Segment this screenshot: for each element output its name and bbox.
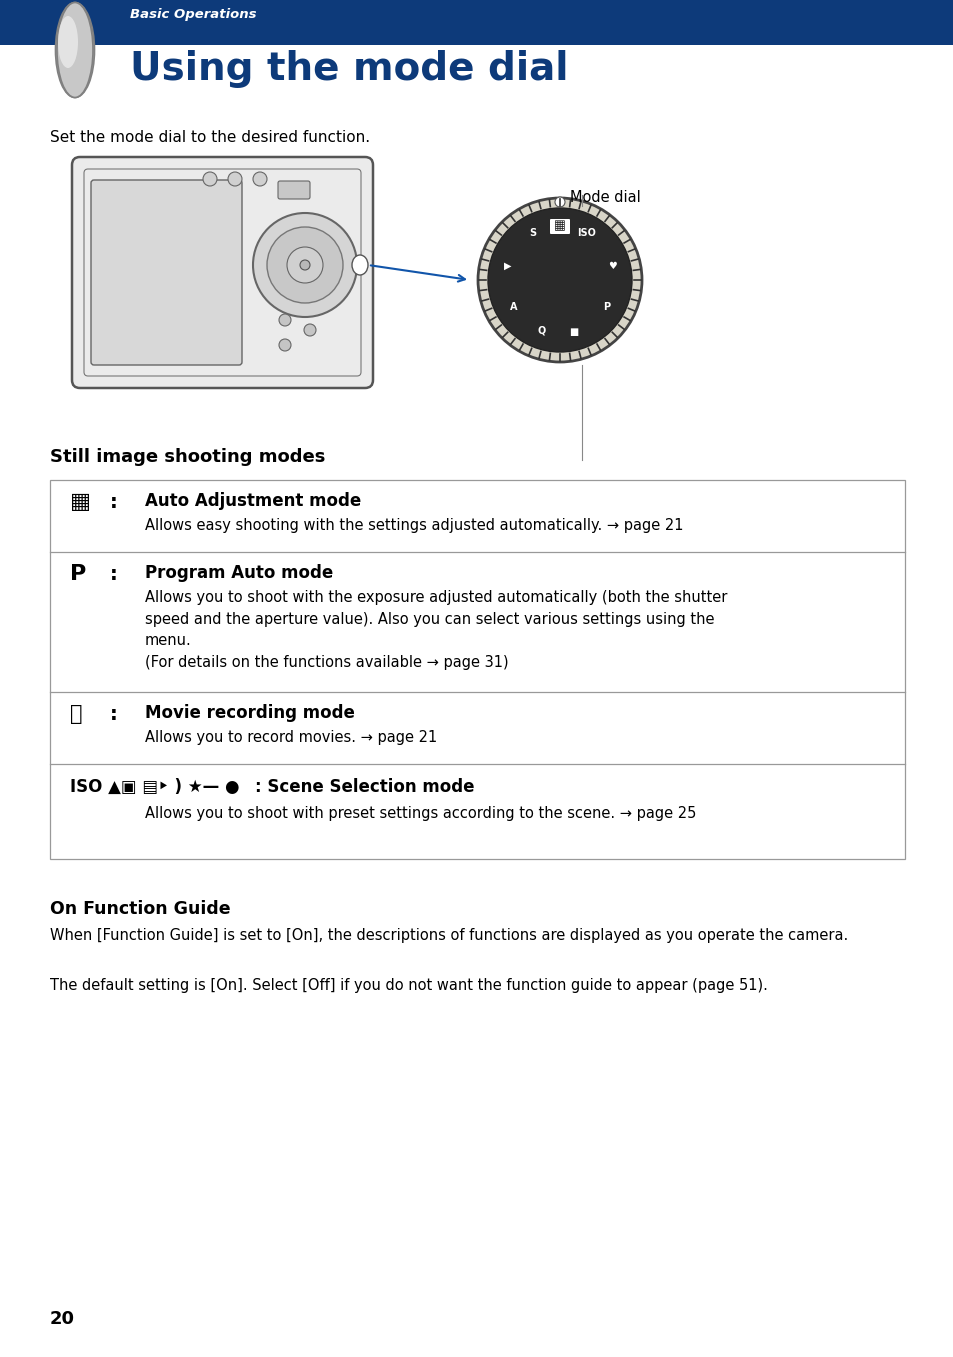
Text: :: : bbox=[110, 706, 117, 725]
Ellipse shape bbox=[352, 255, 368, 275]
Circle shape bbox=[287, 247, 323, 284]
Text: Mode dial: Mode dial bbox=[569, 190, 640, 205]
Text: Program Auto mode: Program Auto mode bbox=[145, 565, 333, 582]
Text: 20: 20 bbox=[50, 1310, 75, 1329]
Circle shape bbox=[253, 213, 356, 318]
Text: S: S bbox=[529, 228, 536, 239]
Bar bbox=[0, 0, 953, 45]
Ellipse shape bbox=[58, 16, 78, 68]
Circle shape bbox=[555, 197, 564, 208]
Circle shape bbox=[253, 172, 267, 186]
Text: Allows you to record movies. → page 21: Allows you to record movies. → page 21 bbox=[145, 730, 436, 745]
Circle shape bbox=[488, 208, 631, 351]
Circle shape bbox=[278, 339, 291, 351]
Circle shape bbox=[203, 172, 216, 186]
Text: ▦: ▦ bbox=[70, 493, 91, 512]
Text: On Function Guide: On Function Guide bbox=[50, 900, 231, 917]
Text: A: A bbox=[509, 303, 517, 312]
Text: When [Function Guide] is set to [On], the descriptions of functions are displaye: When [Function Guide] is set to [On], th… bbox=[50, 928, 847, 943]
Circle shape bbox=[299, 261, 310, 270]
Text: : Scene Selection mode: : Scene Selection mode bbox=[254, 778, 474, 797]
Text: ▶: ▶ bbox=[503, 261, 511, 271]
Text: ♥: ♥ bbox=[607, 261, 616, 271]
Text: ▦: ▦ bbox=[554, 220, 565, 232]
Bar bbox=[0, 45, 953, 100]
Text: Still image shooting modes: Still image shooting modes bbox=[50, 448, 325, 465]
Text: Allows easy shooting with the settings adjusted automatically. → page 21: Allows easy shooting with the settings a… bbox=[145, 518, 682, 533]
FancyBboxPatch shape bbox=[71, 157, 373, 388]
Text: ISO ▲▣ ▤‣ ) ★— ●: ISO ▲▣ ▤‣ ) ★— ● bbox=[70, 778, 239, 797]
Text: The default setting is [On]. Select [Off] if you do not want the function guide : The default setting is [On]. Select [Off… bbox=[50, 978, 767, 993]
Text: Set the mode dial to the desired function.: Set the mode dial to the desired functio… bbox=[50, 130, 370, 145]
Text: Basic Operations: Basic Operations bbox=[130, 8, 256, 20]
Text: :: : bbox=[110, 493, 117, 512]
Circle shape bbox=[477, 198, 641, 362]
Circle shape bbox=[278, 313, 291, 326]
Bar bbox=[50, 480, 904, 859]
Text: Movie recording mode: Movie recording mode bbox=[145, 704, 355, 722]
Circle shape bbox=[228, 172, 242, 186]
Text: ■: ■ bbox=[569, 327, 578, 337]
Text: P: P bbox=[602, 303, 610, 312]
FancyBboxPatch shape bbox=[550, 218, 569, 233]
Circle shape bbox=[267, 227, 343, 303]
Text: Using the mode dial: Using the mode dial bbox=[130, 50, 568, 88]
Circle shape bbox=[304, 324, 315, 337]
Text: Allows you to shoot with preset settings according to the scene. → page 25: Allows you to shoot with preset settings… bbox=[145, 806, 696, 821]
Text: P: P bbox=[70, 565, 86, 584]
Ellipse shape bbox=[57, 3, 92, 98]
Text: Allows you to shoot with the exposure adjusted automatically (both the shutter
s: Allows you to shoot with the exposure ad… bbox=[145, 590, 726, 670]
Text: Q: Q bbox=[537, 326, 545, 335]
Text: Auto Adjustment mode: Auto Adjustment mode bbox=[145, 493, 361, 510]
FancyBboxPatch shape bbox=[277, 180, 310, 199]
Text: ISO: ISO bbox=[577, 228, 596, 239]
Text: ⌸: ⌸ bbox=[70, 704, 82, 725]
Text: :: : bbox=[110, 565, 117, 584]
Ellipse shape bbox=[55, 3, 94, 98]
FancyBboxPatch shape bbox=[91, 180, 242, 365]
